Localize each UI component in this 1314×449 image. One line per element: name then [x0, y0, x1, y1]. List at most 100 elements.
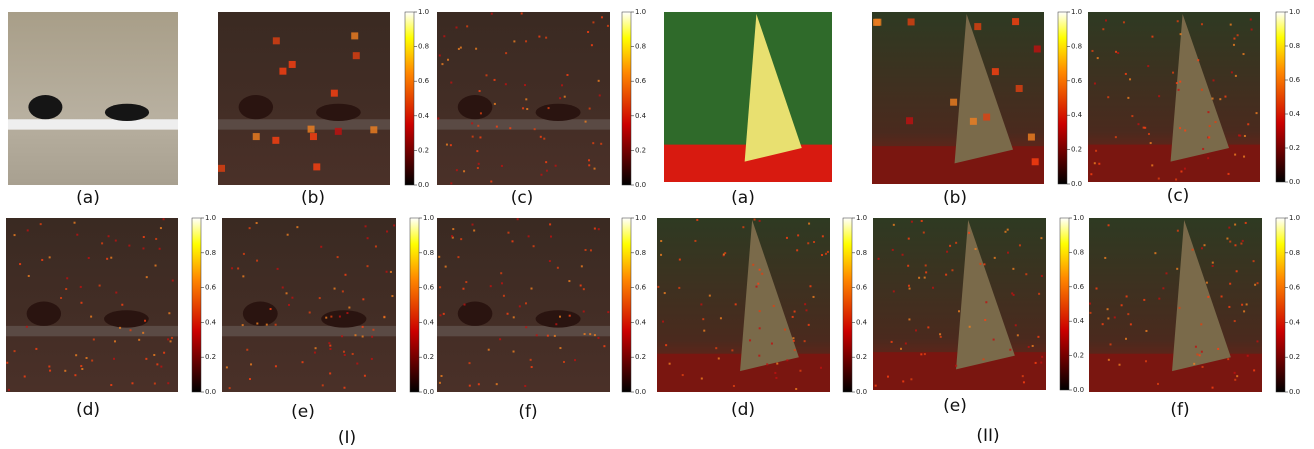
heat-spot — [548, 107, 550, 109]
heat-spot — [40, 223, 42, 225]
heat-spot — [585, 121, 587, 123]
heat-spot — [437, 117, 439, 119]
heat-spot — [950, 99, 957, 106]
heat-spot — [438, 256, 440, 258]
heat-spot — [119, 327, 121, 329]
heat-spot — [784, 329, 786, 331]
heat-spot — [585, 249, 587, 251]
heat-spot — [1176, 82, 1178, 84]
heat-spot — [1094, 83, 1096, 85]
heat-spot — [450, 144, 452, 146]
heat-spot — [1114, 316, 1116, 318]
heat-spot — [1179, 81, 1181, 83]
heat-spot — [507, 313, 509, 315]
colorbar-tick-label: 0.8 — [856, 249, 867, 257]
heat-spot — [985, 301, 987, 303]
image — [218, 12, 390, 185]
heat-spot — [555, 165, 557, 167]
heat-spot — [1244, 135, 1246, 137]
heat-spot — [561, 84, 563, 86]
heat-spot — [167, 338, 169, 340]
heat-spot — [969, 326, 971, 328]
heat-spot — [1256, 112, 1258, 114]
colorbar-tick-label: 0.2 — [205, 353, 216, 361]
heat-spot — [314, 352, 316, 354]
heat-spot — [66, 277, 68, 279]
heat-spot — [1147, 65, 1149, 67]
heat-spot — [170, 340, 172, 342]
heat-spot — [1037, 336, 1039, 338]
heat-spot — [1009, 349, 1011, 351]
heat-spot — [1197, 59, 1199, 61]
heat-spot — [1158, 298, 1160, 300]
colorbar-tick-label: 1.0 — [635, 214, 646, 222]
heat-spot — [1127, 97, 1129, 99]
heat-spot — [525, 326, 527, 328]
heat-spot — [1110, 343, 1112, 345]
heat-spot — [1200, 323, 1202, 325]
heat-spot — [273, 37, 280, 44]
heat-spot — [26, 326, 28, 328]
panel-label: (a) — [76, 188, 100, 208]
heat-spot — [155, 265, 157, 267]
heat-spot — [1217, 348, 1219, 350]
heat-spot — [329, 372, 331, 374]
colorbar-tick-label: 0.8 — [635, 249, 646, 257]
heat-spot — [1234, 244, 1236, 246]
heat-spot — [700, 303, 702, 305]
heat-spot — [256, 222, 258, 224]
heat-spot — [439, 314, 441, 316]
heat-spot — [478, 383, 480, 385]
heat-spot — [583, 310, 585, 312]
heat-spot — [1019, 244, 1021, 246]
colorbar-tick-label: 0.6 — [1071, 77, 1083, 85]
image-stripe — [6, 326, 178, 336]
heat-spot — [678, 287, 680, 289]
heat-spot — [1245, 222, 1247, 224]
heat-spot — [580, 284, 582, 286]
heat-spot — [485, 74, 487, 76]
heat-spot — [370, 126, 377, 133]
colorbar-tick-label: 1.0 — [1289, 214, 1300, 222]
heat-spot — [242, 275, 244, 277]
heat-spot — [226, 366, 228, 368]
heat-spot — [250, 363, 252, 365]
heat-spot — [496, 126, 498, 128]
heat-spot — [1201, 247, 1203, 249]
group-label: (I) — [338, 428, 356, 448]
heat-spot — [1151, 164, 1153, 166]
heat-spot — [1208, 136, 1210, 138]
heat-spot — [266, 324, 268, 326]
heat-spot — [1213, 79, 1215, 81]
heat-spot — [253, 133, 260, 140]
heat-spot — [249, 378, 251, 380]
colorbar-tick-label: 0.6 — [635, 284, 647, 292]
heat-spot — [342, 290, 344, 292]
colorbar — [622, 12, 631, 185]
heat-spot — [256, 323, 258, 325]
heat-spot — [1227, 358, 1229, 360]
heat-spot — [501, 165, 503, 167]
heat-spot — [499, 338, 501, 340]
colorbar — [1058, 12, 1067, 184]
heat-spot — [949, 245, 951, 247]
heat-spot — [923, 232, 925, 234]
heat-spot — [662, 321, 664, 323]
heat-spot — [1233, 44, 1235, 46]
heat-spot — [598, 228, 600, 230]
heat-spot — [547, 335, 549, 337]
heat-spot — [731, 349, 733, 351]
heat-spot — [302, 361, 304, 363]
colorbar-tick-label: 0.2 — [423, 353, 434, 361]
heat-spot — [159, 248, 161, 250]
heat-spot — [807, 242, 809, 244]
heat-spot — [330, 316, 332, 318]
heat-spot — [592, 142, 594, 144]
heat-spot — [1243, 53, 1245, 55]
heat-spot — [1250, 18, 1252, 20]
heat-spot — [1107, 317, 1109, 319]
heat-spot — [591, 44, 593, 46]
colorbar — [410, 218, 419, 392]
heat-spot — [758, 355, 760, 357]
heat-spot — [218, 165, 225, 172]
